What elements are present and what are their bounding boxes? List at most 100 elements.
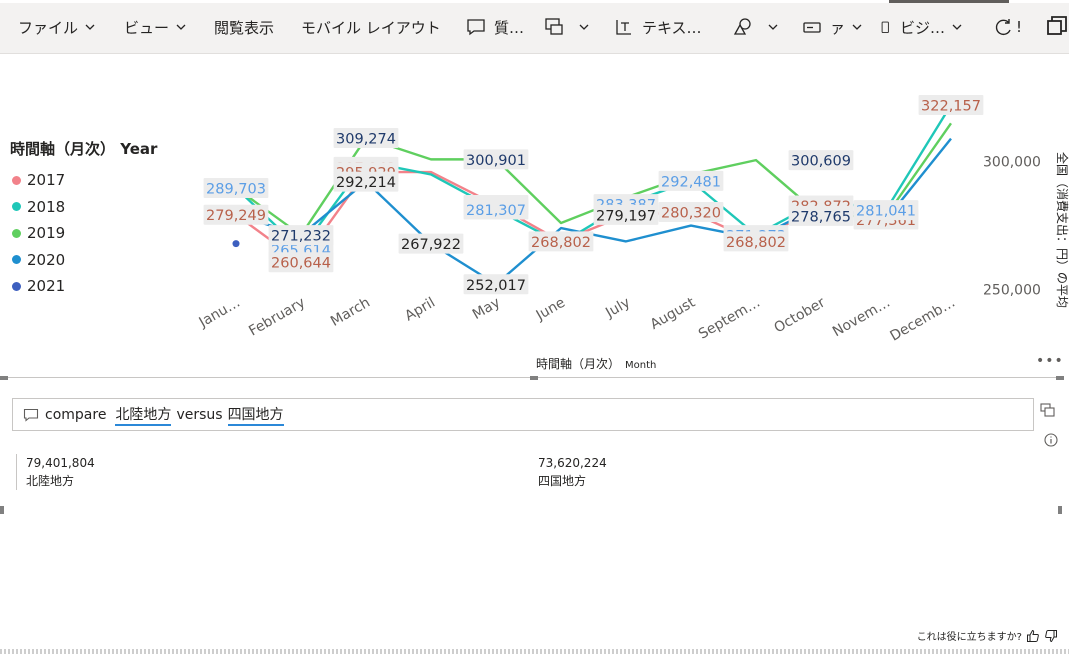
thumbs-down-icon[interactable] bbox=[1044, 629, 1058, 643]
view-menu-label: ビュー bbox=[124, 18, 170, 37]
y-axis-label: 全国（消費支出：円）の平均 bbox=[1055, 152, 1069, 308]
ribbon-toolbar: ファイル ビュー 閲覧表示 モバイル レイアウト 質… テキス… ァ ビジ… bbox=[0, 0, 1069, 54]
data-label-background bbox=[658, 201, 724, 222]
data-label-text: 300,609 bbox=[791, 154, 851, 170]
data-label-background bbox=[918, 95, 984, 116]
data-label-text: 280,320 bbox=[661, 205, 721, 221]
y-tick-label: 300,000 bbox=[983, 155, 1041, 171]
legend-label: 2018 bbox=[27, 197, 66, 216]
result-value: 73,620,224 bbox=[538, 456, 607, 470]
x-tick-label: May bbox=[470, 295, 503, 323]
textbox-icon bbox=[616, 20, 631, 35]
result-label: 北陸地方 bbox=[26, 474, 75, 488]
x-tick-label: October bbox=[771, 294, 828, 336]
convert-to-visual-icon[interactable] bbox=[1040, 402, 1056, 418]
thumbs-up-icon[interactable] bbox=[1026, 629, 1040, 643]
info-icon[interactable] bbox=[1043, 432, 1059, 448]
data-label-text: 268,802 bbox=[726, 235, 786, 251]
data-label-text: 292,214 bbox=[336, 175, 396, 191]
file-menu-label: ファイル bbox=[18, 18, 79, 37]
result-card-shikoku: 73,620,224 四国地方 bbox=[538, 454, 607, 490]
x-axis-label: 時間軸（月次） bbox=[536, 357, 620, 371]
chevron-down-icon bbox=[85, 24, 95, 30]
data-label-text: 292,481 bbox=[661, 174, 721, 190]
refresh-icon bbox=[995, 19, 1011, 36]
data-label: 267,922 bbox=[398, 233, 464, 254]
resize-handle[interactable] bbox=[0, 376, 8, 380]
qa-icon bbox=[545, 18, 563, 35]
buttons-button[interactable]: ァ bbox=[802, 15, 863, 39]
qa-visual[interactable]: compare 北陸地方 versus 四国地方 79,401,804 北陸地方… bbox=[0, 376, 1064, 649]
series-point-2021[interactable] bbox=[232, 240, 240, 248]
data-label: 268,802 bbox=[723, 231, 789, 252]
data-label-background bbox=[788, 205, 854, 226]
data-label-text: 279,197 bbox=[596, 208, 656, 224]
data-label-text: 300,901 bbox=[466, 153, 526, 169]
page-bottom-border bbox=[0, 649, 1069, 654]
chevron-down-icon bbox=[852, 24, 862, 30]
resize-handle[interactable] bbox=[1056, 376, 1064, 380]
resize-handle[interactable] bbox=[0, 506, 4, 514]
data-label: 300,609 bbox=[788, 150, 854, 171]
chevron-down-icon bbox=[768, 24, 778, 30]
data-label-background bbox=[463, 149, 529, 170]
mobile-layout-button[interactable]: モバイル レイアウト bbox=[301, 15, 441, 39]
result-value: 79,401,804 bbox=[26, 456, 95, 470]
question-label: 質… bbox=[494, 18, 525, 37]
legend-item-2018[interactable]: 2018 bbox=[10, 194, 157, 221]
data-label-background bbox=[463, 274, 529, 295]
chart-legend: 時間軸（月次） Year 2017 2018 2019 2020 2021 bbox=[10, 138, 157, 300]
chevron-down-icon bbox=[176, 24, 186, 30]
data-label-background bbox=[463, 199, 529, 220]
data-label-text: 322,157 bbox=[921, 99, 981, 115]
data-label: 309,274 bbox=[333, 127, 399, 148]
data-label-text: 309,274 bbox=[336, 131, 396, 147]
data-label-background bbox=[528, 231, 594, 252]
legend-item-2017[interactable]: 2017 bbox=[10, 167, 157, 194]
textbox-button[interactable]: テキス… bbox=[614, 15, 702, 39]
data-label-text: 260,644 bbox=[271, 256, 331, 272]
reading-view-button[interactable]: 閲覧表示 bbox=[214, 15, 274, 39]
qa-term-hokuriku[interactable]: 北陸地方 bbox=[115, 404, 172, 426]
data-label: 280,320 bbox=[658, 201, 724, 222]
line-chart-plot: 289,703279,249265,614271,232260,644309,2… bbox=[196, 95, 1069, 371]
refresh-button[interactable]: ! bbox=[994, 15, 1022, 39]
qa-question-input[interactable]: compare 北陸地方 versus 四国地方 bbox=[12, 398, 1034, 431]
question-button[interactable]: 質… bbox=[466, 15, 524, 39]
data-label-background bbox=[398, 233, 464, 254]
qa-query-connector: versus bbox=[176, 406, 223, 423]
resize-handle[interactable] bbox=[530, 376, 538, 380]
resize-handle[interactable] bbox=[1058, 506, 1062, 514]
data-label-text: 278,765 bbox=[791, 209, 851, 225]
data-label: 281,041 bbox=[853, 200, 919, 221]
legend-label: 2019 bbox=[27, 224, 66, 243]
comment-icon bbox=[467, 19, 485, 36]
data-label-text: 267,922 bbox=[401, 237, 461, 253]
refresh-label: ! bbox=[1016, 18, 1023, 36]
legend-title: 時間軸（月次） Year bbox=[10, 140, 158, 158]
qa-visual-button[interactable] bbox=[544, 15, 590, 39]
data-label-background bbox=[723, 231, 789, 252]
legend-item-2020[interactable]: 2020 bbox=[10, 247, 157, 274]
legend-item-2021[interactable]: 2021 bbox=[10, 273, 157, 300]
data-label: 279,249 bbox=[203, 204, 269, 225]
data-label-background bbox=[268, 225, 334, 246]
view-menu-button[interactable]: ビュー bbox=[124, 15, 187, 39]
file-menu-button[interactable]: ファイル bbox=[18, 15, 96, 39]
window-restore-button[interactable] bbox=[1046, 14, 1068, 38]
visuals-button[interactable]: ビジ… bbox=[880, 15, 963, 39]
x-tick-label: August bbox=[648, 294, 699, 333]
data-label-background bbox=[203, 204, 269, 225]
more-options-button[interactable]: ••• bbox=[1036, 353, 1064, 369]
data-label: 260,644 bbox=[268, 252, 334, 273]
x-axis-label-month: Month bbox=[625, 360, 656, 371]
legend-label: 2020 bbox=[27, 250, 66, 269]
x-tick-label: July bbox=[602, 295, 633, 322]
data-label: 278,765 bbox=[788, 205, 854, 226]
shapes-button[interactable] bbox=[733, 15, 779, 39]
data-label-background bbox=[333, 171, 399, 192]
legend-item-2019[interactable]: 2019 bbox=[10, 220, 157, 247]
qa-term-shikoku[interactable]: 四国地方 bbox=[227, 404, 284, 426]
data-label-background bbox=[853, 200, 919, 221]
qa-query-prefix: compare bbox=[45, 406, 107, 423]
